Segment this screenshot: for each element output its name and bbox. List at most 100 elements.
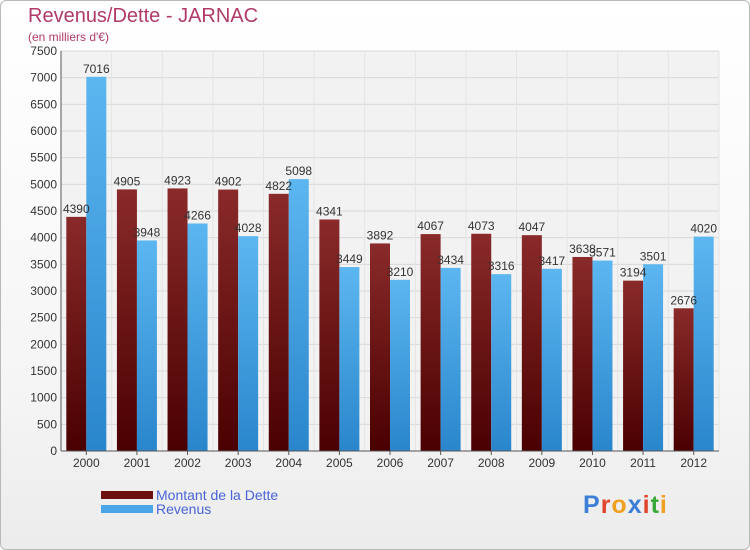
x-tick-label: 2001 xyxy=(124,456,151,470)
logo-letter: i xyxy=(659,491,668,519)
bar-dette xyxy=(116,189,137,451)
data-label-revenus: 3571 xyxy=(589,246,616,260)
logo-letter: r xyxy=(600,491,612,519)
x-tick-label: 2009 xyxy=(528,456,555,470)
legend-label-debt: Montant de la Dette xyxy=(156,487,279,503)
data-label-dette: 4905 xyxy=(114,174,141,188)
x-tick-label: 2006 xyxy=(377,456,404,470)
bar-dette xyxy=(370,243,390,451)
y-tick-label: 5000 xyxy=(30,177,57,191)
bar-revenus xyxy=(339,267,360,451)
data-label-dette: 4923 xyxy=(164,173,191,187)
data-label-dette: 4390 xyxy=(63,202,90,216)
data-label-dette: 3194 xyxy=(620,266,647,280)
data-label-revenus: 3210 xyxy=(387,265,414,279)
data-label-dette: 4073 xyxy=(468,219,495,233)
data-label-revenus: 4266 xyxy=(184,208,211,222)
chart-subtitle: (en milliers d'€) xyxy=(28,30,109,44)
data-label-dette: 3892 xyxy=(367,228,394,242)
data-label-revenus: 3449 xyxy=(336,252,363,266)
y-tick-label: 4500 xyxy=(30,204,57,218)
bar-dette xyxy=(319,219,340,451)
bar-dette xyxy=(623,280,644,451)
x-tick-label: 2010 xyxy=(579,456,606,470)
proxiti-logo: Proxiti xyxy=(583,491,668,520)
y-tick-label: 500 xyxy=(37,417,57,431)
bar-revenus xyxy=(390,279,410,451)
bar-revenus xyxy=(440,267,461,451)
bar-revenus xyxy=(592,260,613,451)
bar-dette xyxy=(471,233,492,451)
x-tick-label: 2003 xyxy=(225,456,252,470)
data-label-revenus: 4028 xyxy=(235,221,262,235)
chart-title: Revenus/Dette - JARNAC xyxy=(28,5,259,27)
data-label-dette: 4822 xyxy=(265,179,292,193)
legend-swatch-debt xyxy=(101,491,153,499)
bar-revenus xyxy=(541,268,562,451)
data-label-revenus: 4020 xyxy=(690,222,717,236)
bar-revenus xyxy=(136,240,157,451)
bar-revenus xyxy=(238,236,259,451)
x-tick-label: 2007 xyxy=(427,456,454,470)
y-tick-label: 5500 xyxy=(30,151,57,165)
legend-label-revenus: Revenus xyxy=(156,501,212,517)
bar-revenus xyxy=(187,223,208,451)
data-label-revenus: 3316 xyxy=(488,259,515,273)
bar-revenus xyxy=(86,76,107,452)
legend-item-debt: Montant de la Dette xyxy=(101,487,278,503)
data-label-dette: 4341 xyxy=(316,204,343,218)
x-tick-label: 2012 xyxy=(680,456,707,470)
y-tick-label: 4000 xyxy=(30,231,57,245)
x-tick-label: 2008 xyxy=(478,456,505,470)
y-tick-label: 0 xyxy=(50,444,57,458)
bar-revenus xyxy=(288,179,309,451)
legend-item-revenus: Revenus xyxy=(101,501,211,517)
x-tick-label: 2000 xyxy=(73,456,100,470)
bar-layer xyxy=(66,76,714,452)
data-label-dette: 2676 xyxy=(670,293,697,307)
y-tick-label: 1500 xyxy=(30,364,57,378)
bar-dette xyxy=(572,256,593,451)
y-tick-label: 3000 xyxy=(30,284,57,298)
bar-revenus xyxy=(491,274,512,451)
logo-letter: o xyxy=(611,491,628,519)
bar-dette xyxy=(218,189,239,451)
x-tick-label: 2005 xyxy=(326,456,353,470)
data-label-revenus: 3501 xyxy=(640,249,667,263)
logo-letter: P xyxy=(583,491,601,519)
x-tick-label: 2002 xyxy=(174,456,201,470)
data-label-dette: 3638 xyxy=(569,242,596,256)
data-label-dette: 4067 xyxy=(417,219,444,233)
data-label-revenus: 3434 xyxy=(437,253,464,267)
y-tick-label: 6500 xyxy=(30,97,57,111)
logo-letter: i xyxy=(642,491,651,519)
y-tick-label: 2500 xyxy=(30,311,57,325)
logo-letter: x xyxy=(627,491,643,519)
bar-dette xyxy=(521,235,542,451)
data-label-revenus: 7016 xyxy=(83,62,110,76)
x-tick-label: 2004 xyxy=(275,456,302,470)
y-tick-label: 3500 xyxy=(30,257,57,271)
data-label-dette: 4902 xyxy=(215,175,242,189)
bar-dette xyxy=(66,216,87,451)
bar-revenus xyxy=(693,236,714,451)
y-tick-label: 7500 xyxy=(30,44,57,58)
data-label-revenus: 3417 xyxy=(538,254,565,268)
label-layer: 4390 7016 4905 3948 4923 4266 4902 4028 48225098… xyxy=(63,62,717,307)
data-label-dette: 4047 xyxy=(518,220,545,234)
x-tick-label: 2011 xyxy=(630,456,656,470)
bar-dette xyxy=(167,188,188,451)
logo-letter: t xyxy=(650,491,660,519)
y-tick-label: 7000 xyxy=(30,71,57,85)
y-tick-label: 2000 xyxy=(30,337,57,351)
data-label-revenus: 5098 xyxy=(285,164,312,178)
y-tick-label: 6000 xyxy=(30,124,57,138)
y-tick-label: 1000 xyxy=(30,391,57,405)
axis-layer: 0 500 1000 1500 2000 2500 3000 3500 4000 4500 5000… xyxy=(30,44,719,470)
bar-dette xyxy=(268,193,289,451)
bar-dette xyxy=(420,234,441,451)
bar-dette xyxy=(673,308,694,451)
legend-swatch-revenus xyxy=(101,505,153,513)
